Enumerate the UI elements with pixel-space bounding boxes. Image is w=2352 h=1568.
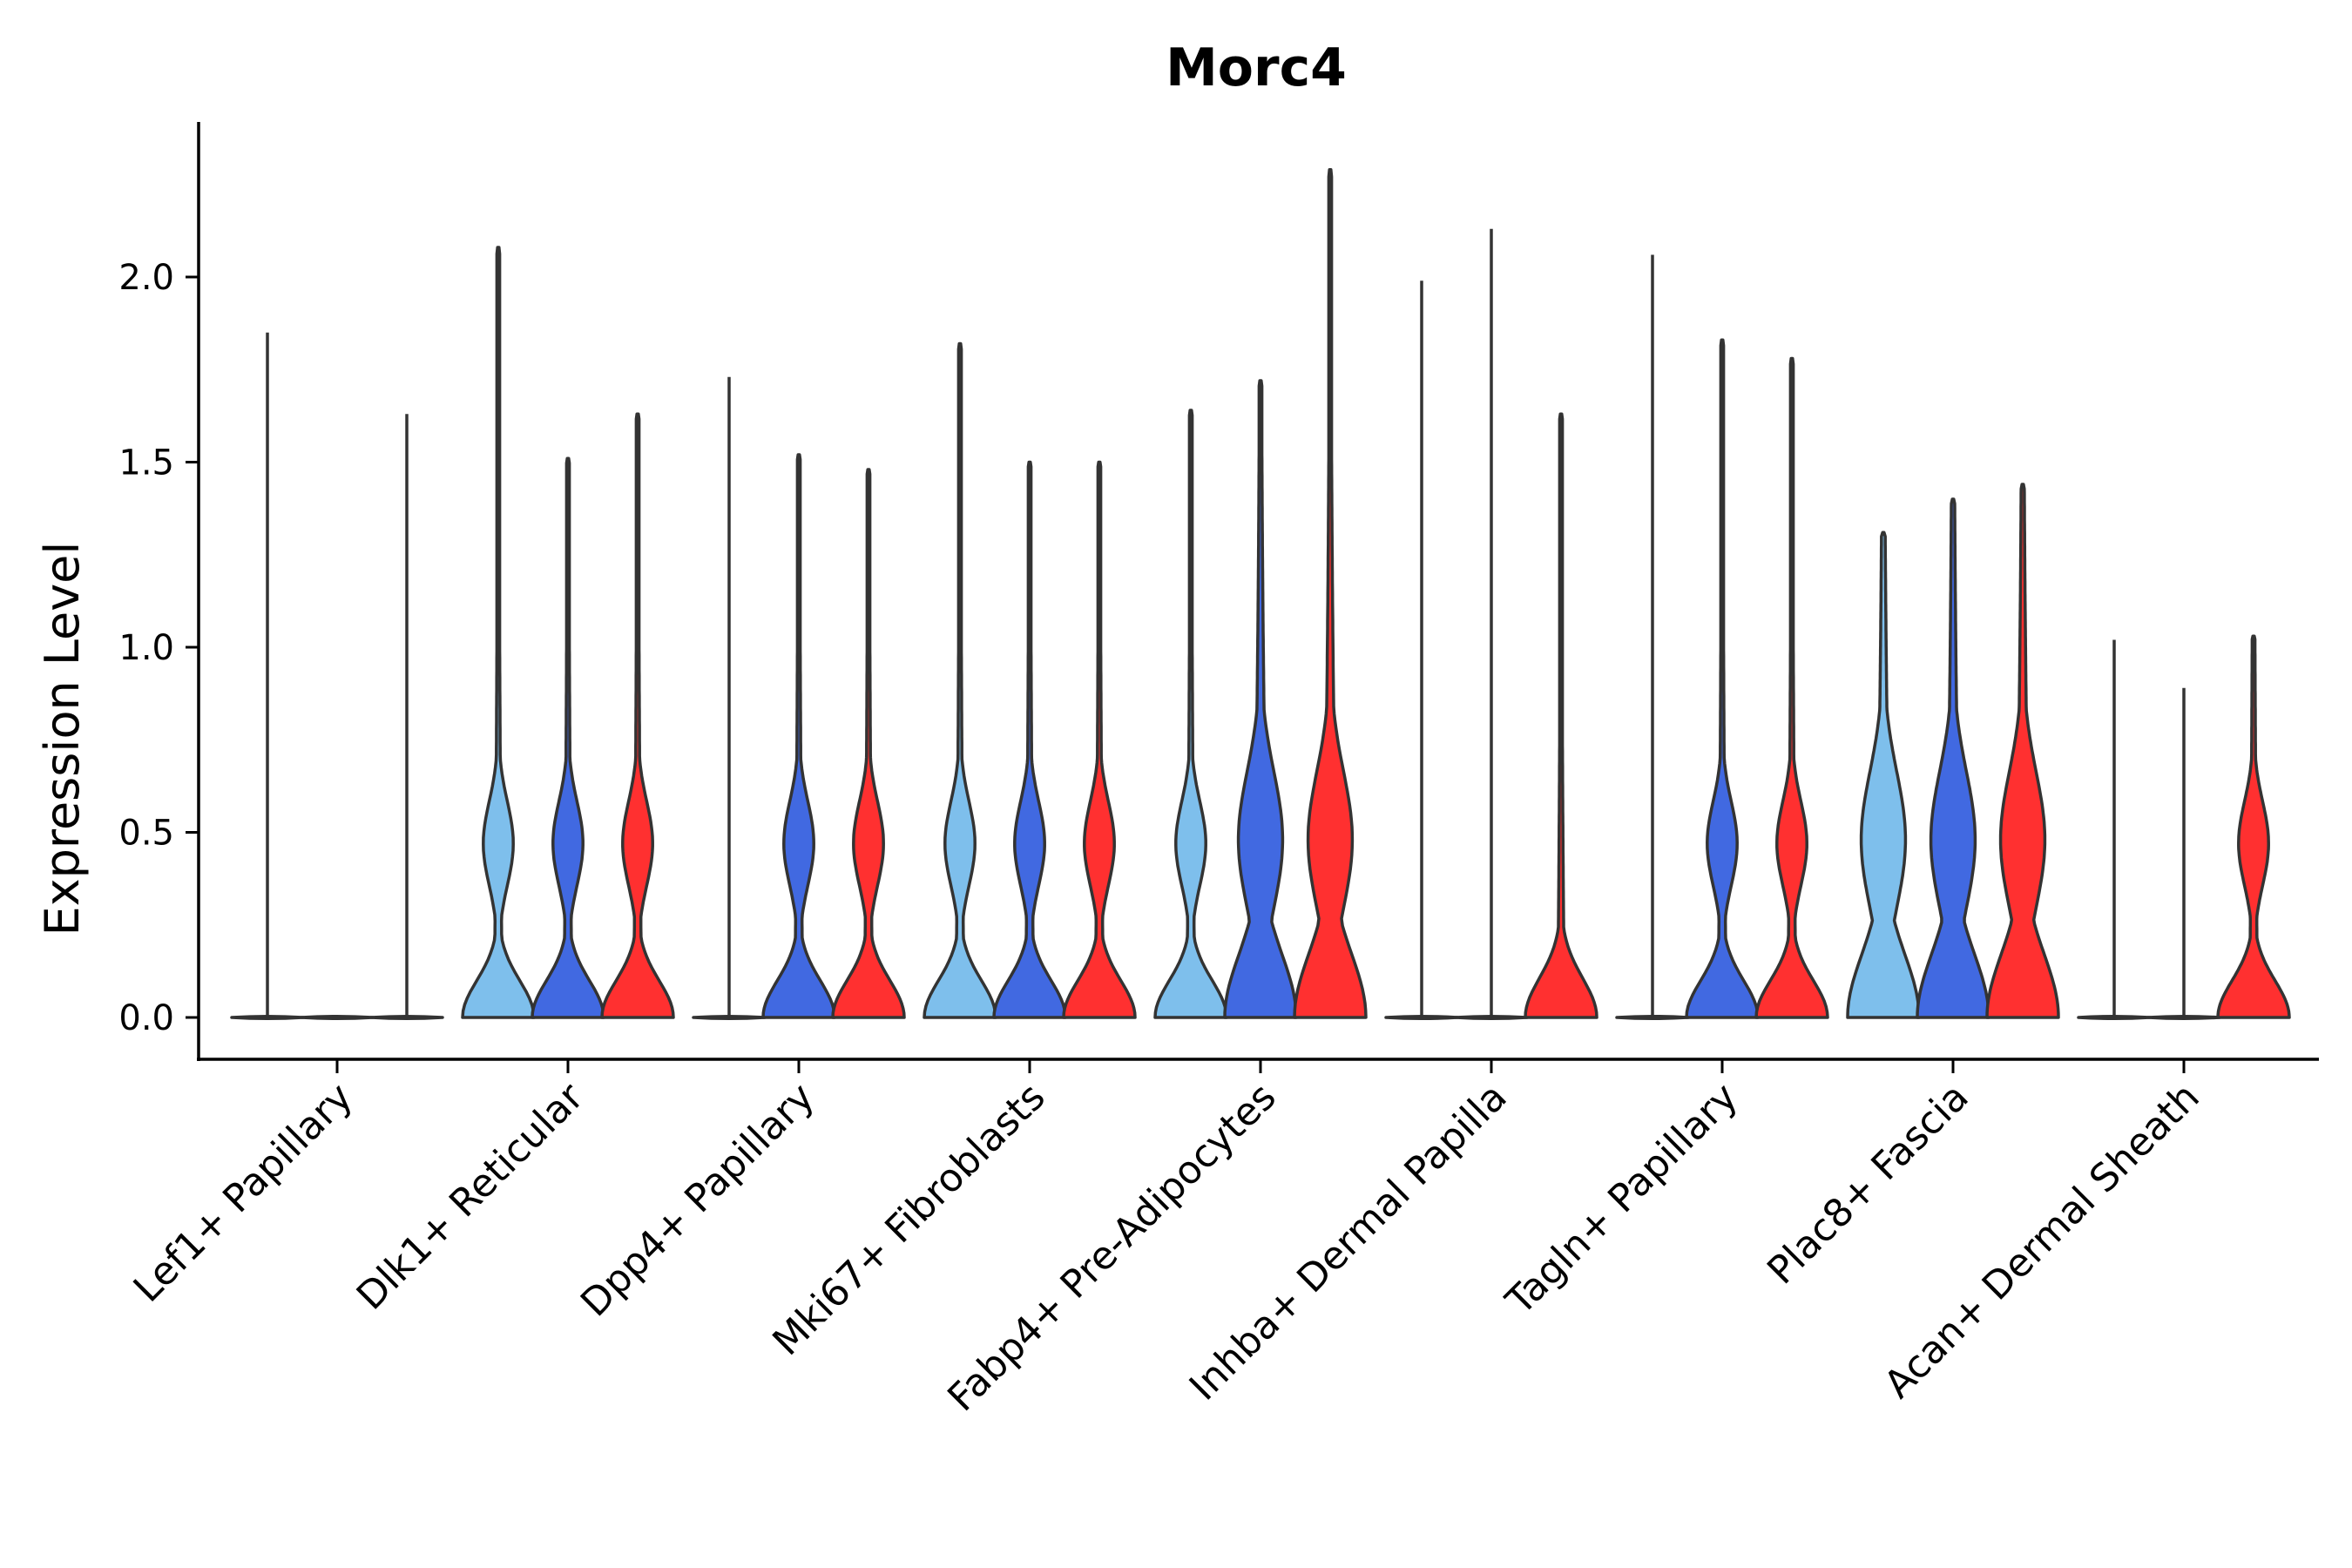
y-tick-label: 1.5 — [118, 443, 174, 483]
violin-shape — [1062, 460, 1137, 1019]
x-tick-label: Dpp4+ Papillary — [572, 1075, 823, 1326]
violin-shape — [461, 246, 536, 1019]
violin-shape — [1223, 379, 1298, 1019]
violin-shape — [1846, 531, 1921, 1019]
x-tick-label: Lef1+ Papillary — [125, 1075, 362, 1311]
violin-shape — [831, 468, 906, 1019]
violin-group — [230, 168, 2291, 1020]
violin-shape — [1985, 483, 2060, 1019]
y-tick-label: 0.5 — [118, 814, 174, 854]
violin-shape — [300, 1015, 375, 1020]
y-ticks: 0.0 0.5 1.0 1.5 2.0 — [118, 258, 199, 1038]
violin-shape — [992, 460, 1067, 1019]
y-tick-label: 2.0 — [118, 258, 174, 298]
chart-title: Morc4 — [1166, 37, 1347, 98]
x-tick-label: Plac8+ Fascia — [1759, 1075, 1977, 1294]
violin-shape — [923, 341, 997, 1019]
violin-shape — [1685, 338, 1760, 1019]
violin-shape — [1754, 356, 1829, 1019]
y-tick-label: 1.0 — [118, 628, 174, 668]
violin-shape — [531, 456, 605, 1019]
violin-shape — [1153, 409, 1228, 1019]
violin-shape — [1524, 412, 1598, 1019]
y-axis-label: Expression Level — [35, 542, 90, 936]
violin-shape — [2216, 634, 2291, 1019]
x-tick-label: Tagln+ Papillary — [1497, 1075, 1747, 1324]
x-tick-label: Dlk1+ Reticular — [348, 1074, 593, 1319]
violin-shape — [600, 412, 675, 1019]
y-tick-label: 0.0 — [118, 998, 174, 1038]
violin-shape — [761, 453, 836, 1019]
violin-shape — [1916, 497, 1990, 1019]
violin-shape — [1293, 168, 1368, 1019]
